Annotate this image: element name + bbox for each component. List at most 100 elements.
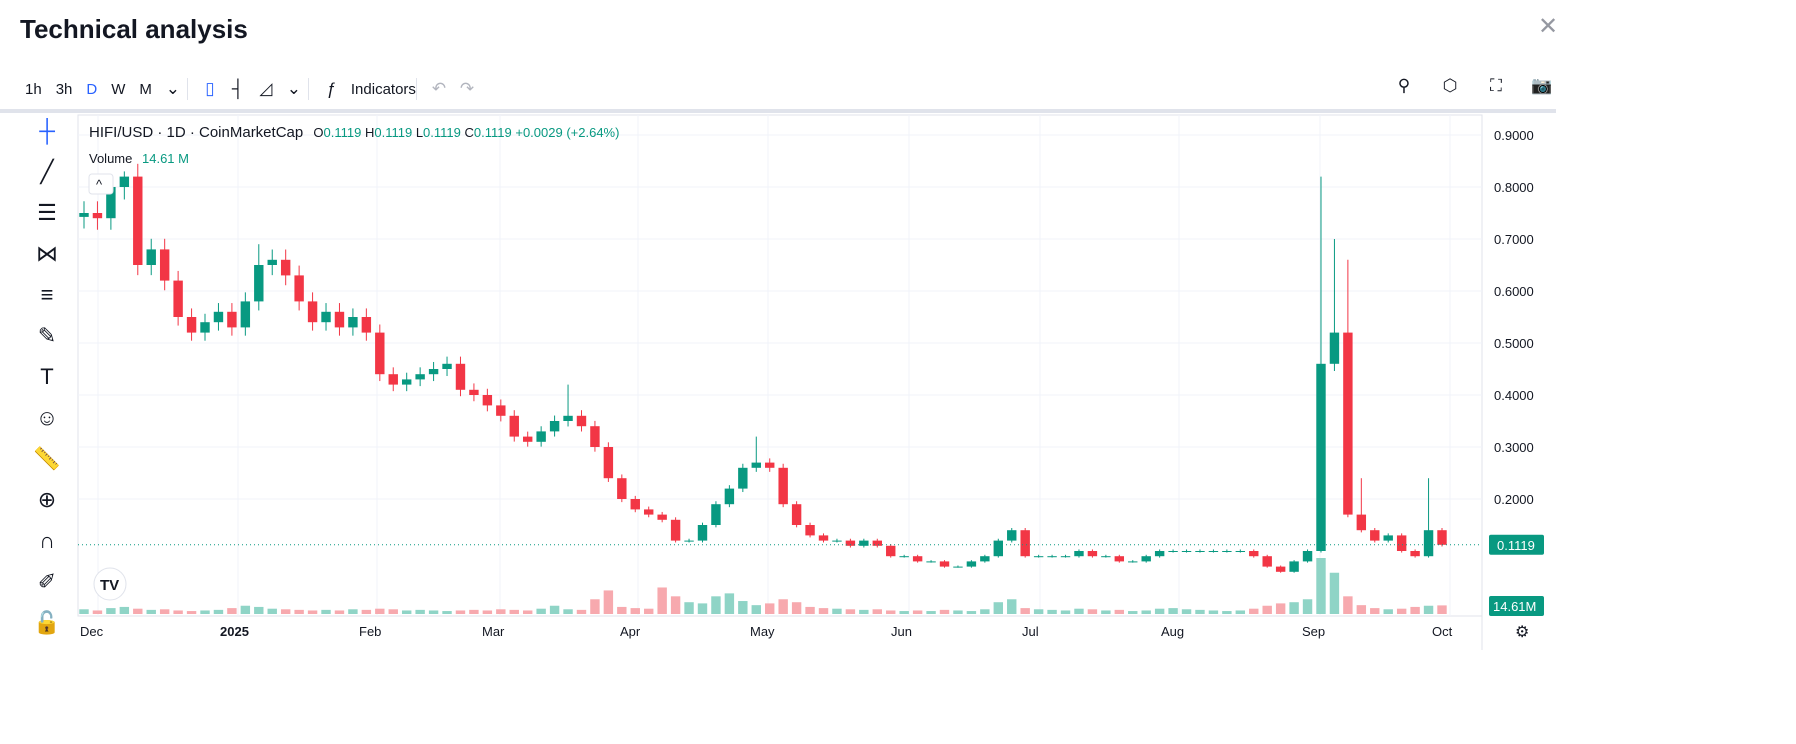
volume-bar	[455, 610, 466, 614]
candle	[334, 311, 345, 328]
indicators-button[interactable]: Indicators	[350, 80, 416, 98]
settings-icon[interactable]: ⬡	[1442, 76, 1458, 95]
candle	[617, 478, 627, 499]
candle	[912, 556, 923, 562]
chart-toolbar: 1h 3h D W M ⌄ ▯ ┤ ◿ ⌄ ƒ Indicators ↶ ↷ ⚲…	[0, 76, 1556, 102]
candle	[657, 514, 667, 520]
candle	[805, 525, 815, 536]
volume-bar	[765, 603, 775, 614]
candle	[980, 556, 990, 562]
divider	[415, 78, 417, 100]
candle	[953, 566, 963, 568]
candles-icon[interactable]: ▯	[205, 79, 215, 98]
candle	[200, 322, 210, 333]
volume-bar	[1087, 609, 1098, 614]
volume-legend: Volume 14.61 M	[89, 151, 189, 166]
candle	[1396, 535, 1407, 551]
chart-legend: HIFI/USD · 1D · CoinMarketCap O0.1119 H0…	[89, 124, 620, 141]
high-value: 0.1119	[374, 125, 413, 140]
chevron-down-icon[interactable]: ⌄	[286, 79, 302, 98]
area-chart-icon[interactable]: ◿	[259, 79, 273, 98]
ruler-icon[interactable]: 📏	[33, 446, 61, 471]
divider	[307, 78, 309, 100]
bars-icon[interactable]: ┤	[231, 79, 244, 98]
zoom-in-icon[interactable]: ⊕	[37, 487, 57, 512]
candle	[1020, 530, 1030, 557]
candle	[1114, 556, 1125, 562]
volume-bar	[926, 611, 936, 614]
interval-m[interactable]: M	[139, 80, 152, 98]
volume-bar	[845, 609, 856, 614]
interval-3h[interactable]: 3h	[55, 80, 73, 98]
volume-bar	[576, 609, 587, 614]
camera-icon[interactable]: 📷	[1531, 76, 1553, 95]
chevron-down-icon[interactable]: ⌄	[165, 79, 181, 98]
volume-bar	[1410, 606, 1420, 614]
volume-bar	[227, 608, 237, 614]
text-icon[interactable]: T	[40, 364, 54, 389]
candle	[697, 525, 708, 541]
volume-bar	[522, 610, 533, 614]
volume-bar	[684, 602, 694, 614]
candle	[442, 363, 452, 369]
interval-d[interactable]: D	[86, 80, 98, 98]
close-icon[interactable]: ✕	[1538, 13, 1559, 40]
volume-bar	[630, 608, 640, 614]
candle	[926, 561, 936, 563]
brush-icon[interactable]: ✎	[37, 323, 57, 348]
candle	[778, 467, 788, 505]
candle	[576, 415, 587, 427]
volume-bar	[1302, 599, 1313, 614]
forecast-icon[interactable]: ≡	[40, 282, 54, 307]
fullscreen-icon[interactable]: ⛶	[1490, 76, 1502, 95]
volume-bar	[738, 601, 748, 614]
candle	[630, 499, 640, 510]
emoji-icon[interactable]: ☺	[35, 405, 59, 430]
magnet-icon[interactable]: ∩	[39, 528, 55, 553]
volume-bar	[751, 605, 761, 614]
volume-bar	[213, 609, 224, 614]
volume-bar	[240, 605, 251, 614]
x-tick-label: Jun	[891, 624, 912, 639]
trend-line-icon[interactable]: ╱	[40, 159, 54, 184]
candle	[106, 187, 116, 219]
candle	[240, 301, 251, 328]
lock-drawing-icon[interactable]: ✐	[37, 569, 57, 594]
volume-bar	[1222, 611, 1232, 614]
volume-bar	[321, 609, 331, 614]
candle	[254, 265, 264, 302]
crosshair-icon[interactable]: ┼	[39, 118, 55, 143]
x-tick-label: Aug	[1161, 624, 1184, 639]
fib-icon[interactable]: ☰	[37, 200, 57, 225]
volume-bar	[1356, 605, 1367, 614]
candle	[845, 540, 856, 546]
volume-bar	[980, 609, 990, 614]
candle	[415, 374, 425, 380]
candle	[1128, 561, 1138, 563]
volume-bar	[912, 610, 923, 614]
candle	[146, 249, 156, 265]
redo-icon[interactable]: ↷	[459, 79, 475, 98]
candle	[1343, 332, 1353, 515]
last-price-badge	[1489, 534, 1544, 555]
volume-bar	[1275, 603, 1286, 614]
volume-bar	[1074, 608, 1084, 614]
candle	[375, 332, 385, 375]
x-tick-label: May	[750, 624, 775, 639]
volume-bar	[872, 609, 882, 614]
interval-w[interactable]: W	[111, 80, 126, 98]
candle	[859, 540, 869, 546]
candle	[1262, 556, 1272, 567]
fx-icon[interactable]: ƒ	[326, 79, 336, 98]
pattern-icon[interactable]: ⋈	[36, 241, 58, 266]
interval-1h[interactable]: 1h	[25, 80, 42, 98]
volume-bar	[1289, 602, 1299, 614]
candle	[603, 447, 614, 479]
lock-icon[interactable]: 🔓	[33, 610, 61, 635]
chevron-up-icon: ^	[96, 177, 103, 192]
volume-bar	[173, 610, 183, 614]
candle	[307, 301, 318, 323]
quick-search-icon[interactable]: ⚲	[1397, 76, 1411, 95]
undo-icon[interactable]: ↶	[431, 79, 447, 98]
